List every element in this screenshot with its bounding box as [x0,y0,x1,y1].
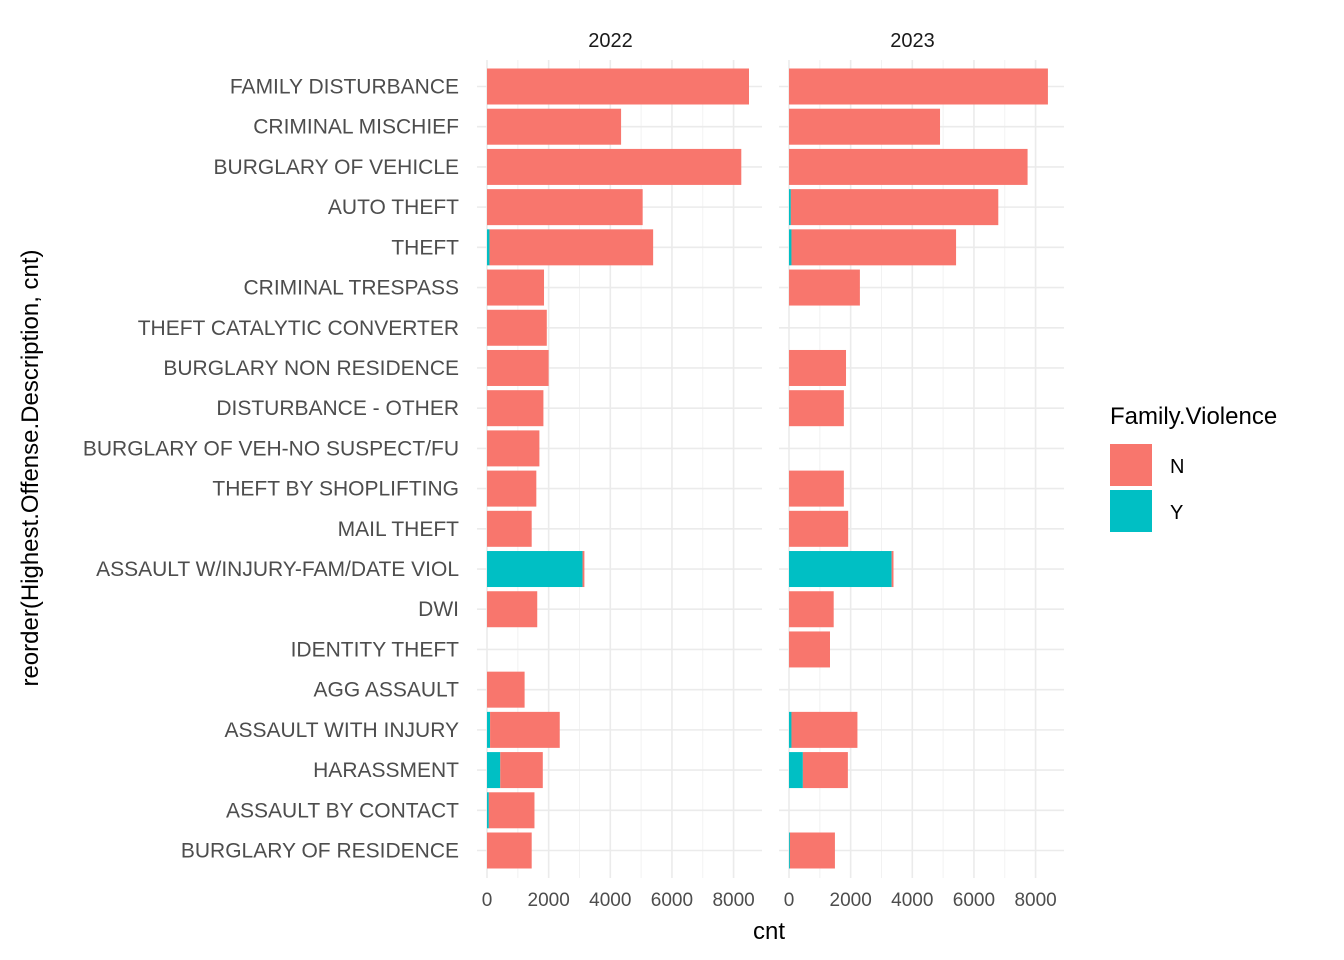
bar-y-2022 [487,752,501,789]
bar-n-2022 [487,591,538,628]
bar-y-2023 [789,229,792,266]
y-category-label: CRIMINAL TRESPASS [244,277,460,300]
bar-n-2023 [802,752,848,789]
x-tick-label: 8000 [1014,890,1056,911]
bar-n-2023 [790,189,999,226]
bar-n-2022 [487,470,537,507]
y-category-label: BURGLARY OF VEH-NO SUSPECT/FU [83,437,459,460]
y-category-label: AGG ASSAULT [314,679,460,702]
y-category-label: AUTO THEFT [328,196,459,219]
x-tick-label: 6000 [953,890,995,911]
y-category-label: CRIMINAL MISCHIEF [253,116,459,139]
legend-label-n: N [1170,456,1184,478]
legend-swatch-y [1110,490,1152,532]
y-category-label: ASSAULT BY CONTACT [226,799,459,822]
bar-n-2022 [487,269,545,306]
bar-n-2022 [487,349,549,386]
bar-n-2022 [500,752,543,789]
bar-n-2022 [488,792,535,829]
y-category-label: IDENTITY THEFT [291,638,460,661]
legend: Family.Violence N Y [1110,403,1277,532]
bar-n-2023 [789,148,1028,185]
bar-n-2023 [789,108,941,145]
y-category-label: BURGLARY NON RESIDENCE [163,357,459,380]
bar-y-2023 [789,189,791,226]
bar-n-2022 [487,189,643,226]
y-category-label: ASSAULT W/INJURY-FAM/DATE VIOL [96,558,459,581]
bar-n-2022 [487,430,540,467]
y-category-label: MAIL THEFT [338,518,460,541]
bar-n-2023 [789,631,830,668]
bar-n-2022 [487,309,547,346]
bar-n-2023 [789,269,860,306]
y-category-label: THEFT BY SHOPLIFTING [212,478,459,501]
facet-label-2022: 2022 [588,30,633,52]
label-layer: 2022 0 2000 4000 6000 8000 2023 0 2000 4000 6000 80… [83,30,1057,911]
x-tick-label: 2000 [528,890,570,911]
x-tick-label: 0 [784,890,795,911]
bar-n-2023 [789,510,849,547]
bar-y-2023 [789,832,790,869]
bar-y-2023 [789,551,892,588]
bar-n-2023 [789,470,844,507]
bar-y-2022 [487,229,490,266]
x-tick-label: 4000 [891,890,933,911]
bar-y-2022 [487,711,491,748]
bar-n-2023 [789,832,835,869]
y-category-label: DISTURBANCE - OTHER [216,397,459,420]
bar-y-2023 [789,752,803,789]
bar-n-2022 [487,148,742,185]
bar-n-2023 [789,591,834,628]
facet-label-2023: 2023 [890,30,935,52]
bar-n-2023 [791,711,858,748]
bar-n-2022 [582,551,585,588]
bar-n-2023 [789,390,844,427]
bar-n-2022 [487,832,532,869]
x-tick-label: 6000 [651,890,693,911]
bar-n-2022 [487,510,532,547]
y-category-label: ASSAULT WITH INJURY [224,719,459,742]
x-tick-label: 2000 [830,890,872,911]
bar-n-2022 [487,108,622,145]
y-category-label: THEFT [391,236,459,259]
bar-n-2023 [789,349,847,386]
bar-n-2022 [487,68,749,105]
x-axis-title: cnt [753,918,785,945]
y-category-label: BURGLARY OF VEHICLE [214,156,459,179]
bar-n-2022 [487,671,525,708]
bar-y-2022 [487,551,583,588]
bar-n-2023 [891,551,894,588]
bar-layer [487,68,1048,869]
bar-n-2022 [490,711,560,748]
bar-n-2023 [789,68,1048,105]
x-tick-label: 8000 [712,890,754,911]
legend-swatch-n [1110,444,1152,486]
bar-n-2023 [791,229,957,266]
legend-label-y: Y [1170,502,1183,524]
y-category-label: THEFT CATALYTIC CONVERTER [138,317,459,340]
x-tick-label: 4000 [589,890,631,911]
y-category-label: HARASSMENT [313,759,459,782]
bar-y-2023 [789,711,792,748]
y-category-label: DWI [418,598,459,621]
y-category-label: BURGLARY OF RESIDENCE [181,840,459,863]
bar-n-2022 [489,229,654,266]
bar-y-2022 [487,792,489,829]
bar-n-2022 [487,390,544,427]
y-axis-title: reorder(Highest.Offense.Description, cnt… [17,249,44,686]
x-tick-label: 0 [482,890,493,911]
legend-title: Family.Violence [1110,403,1277,430]
y-category-label: FAMILY DISTURBANCE [230,76,459,99]
